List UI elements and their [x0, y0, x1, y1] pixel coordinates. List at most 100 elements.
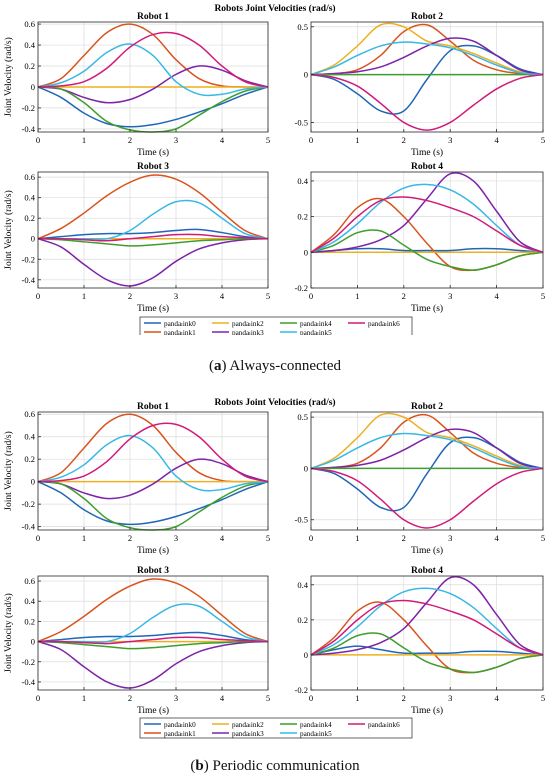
axes-frame — [310, 171, 544, 289]
x-axis-label: Time (s) — [137, 705, 169, 716]
x-tick-label: 3 — [448, 291, 452, 301]
series-line-panda-link6 — [37, 233, 269, 242]
plot-background — [38, 576, 268, 690]
series-line-panda-link3 — [37, 640, 269, 689]
y-tick-label: 0.6 — [24, 576, 35, 586]
y-tick-label: -0.4 — [22, 275, 36, 285]
legend-label-panda-link5: pandaₗink5 — [300, 329, 332, 335]
x-tick-label: 5 — [266, 693, 270, 703]
y-tick-label: -0.4 — [22, 522, 36, 532]
y-tick-label: 0.4 — [297, 580, 308, 590]
y-tick-label: -0.2 — [22, 657, 35, 667]
series-line-panda-link0 — [310, 247, 544, 254]
x-tick-label: 1 — [355, 135, 359, 145]
legend-label-panda-link5: pandaₗink5 — [300, 730, 332, 738]
y-tick-label: 0 — [31, 637, 35, 647]
legend-label-panda-link6: pandaₗink6 — [368, 320, 400, 328]
legend-label-panda-link4: pandaₗink4 — [300, 320, 332, 328]
y-tick-label: 0.2 — [24, 454, 35, 464]
series-line-panda-link0 — [37, 86, 269, 128]
y-tick-label: -0.4 — [22, 124, 36, 134]
caption-b-label: b — [195, 758, 204, 774]
fig-a-suptitle: Robots Joint Velocities (rad/s) — [214, 3, 335, 14]
axes-frame — [310, 575, 544, 691]
axes-frame — [37, 575, 269, 691]
x-tick-label: 4 — [494, 291, 499, 301]
x-axis-label: Time (s) — [411, 147, 443, 158]
x-tick-label: 4 — [494, 693, 499, 703]
subplot-title: Robot 4 — [411, 162, 443, 172]
x-tick-label: 1 — [355, 693, 359, 703]
y-tick-label: 0 — [304, 247, 308, 257]
x-tick-label: 3 — [448, 533, 452, 543]
x-tick-label: 1 — [82, 135, 86, 145]
subplot-title: Robot 2 — [411, 12, 443, 22]
plot-background — [311, 172, 543, 288]
x-tick-label: 0 — [36, 291, 40, 301]
x-axis-label: Time (s) — [137, 545, 169, 556]
series-line-panda-link3 — [37, 237, 269, 287]
x-axis-label: Time (s) — [411, 303, 443, 314]
x-tick-label: 4 — [494, 533, 499, 543]
subplot-title: Robot 1 — [137, 402, 169, 412]
series-line-panda-link5 — [37, 43, 269, 97]
series-line-panda-link5 — [310, 587, 544, 656]
y-tick-label: 0.2 — [24, 213, 35, 223]
fig-b-legend: pandaₗink0 pandaₗink2 pandaₗink4 pandaₗink6… — [139, 717, 413, 739]
y-tick-label: 0.5 — [297, 22, 308, 32]
legend-label-panda-link2: pandaₗink2 — [232, 320, 264, 328]
legend-label-panda-link1: pandaₗink1 — [164, 329, 196, 335]
x-tick-label: 0 — [309, 693, 313, 703]
subplot-title: Robot 1 — [137, 12, 169, 22]
x-tick-label: 4 — [494, 135, 499, 145]
series-line-panda-link4 — [310, 632, 544, 674]
series-line-panda-link5 — [310, 432, 544, 470]
series-line-panda-link0 — [37, 228, 269, 240]
series-line-panda-link2 — [310, 22, 544, 76]
axes-frame — [37, 171, 269, 289]
x-tick-label: 2 — [128, 533, 132, 543]
x-tick-label: 0 — [309, 291, 313, 301]
y-tick-label: -0.5 — [295, 117, 308, 127]
series-line-panda-link4 — [310, 229, 544, 271]
y-tick-label: 0 — [31, 477, 35, 487]
x-tick-label: 4 — [220, 135, 225, 145]
legend-label-panda-link0: pandaₗink0 — [164, 721, 196, 729]
y-tick-label: 0.6 — [24, 19, 35, 29]
axes-frame — [310, 411, 544, 531]
x-tick-label: 2 — [402, 533, 406, 543]
subplot-title: Robot 3 — [137, 566, 169, 576]
plot-background — [311, 22, 543, 132]
series-line-panda-link5 — [37, 434, 269, 492]
x-tick-label: 0 — [36, 135, 40, 145]
fig-a-subplot-1: 0 1 2 3 4 5 -0.4 -0.2 0 0.2 0.4 0.6 Robot 1 Time (s) J… — [3, 12, 270, 158]
series-line-panda-link1 — [37, 174, 269, 240]
x-axis-label: Time (s) — [411, 705, 443, 716]
figure-b-chart: Robots Joint Velocities (rad/s) 0 1 2 3 4 5 -0.… — [3, 397, 546, 739]
x-tick-label: 4 — [220, 533, 225, 543]
x-tick-label: 5 — [541, 693, 545, 703]
y-tick-label: 0 — [304, 463, 308, 473]
y-axis-label: Joint Velocity (rad/s) — [3, 593, 14, 673]
subplot-title: Robot 3 — [137, 162, 169, 172]
figure-a-chart: Robots Joint Velocities (rad/s) 0 1 2 3 4 5 -0.… — [3, 3, 546, 335]
series-line-panda-link6 — [310, 599, 544, 656]
y-tick-label: 0.4 — [24, 596, 35, 606]
y-axis-label: Joint Velocity (rad/s) — [3, 190, 14, 270]
y-tick-label: 0.2 — [24, 616, 35, 626]
y-tick-label: 0.5 — [297, 412, 308, 422]
x-tick-label: 0 — [309, 135, 313, 145]
legend-label-panda-link3: pandaₗink3 — [232, 730, 264, 738]
series-line-panda-link3 — [37, 458, 269, 500]
plot-background — [38, 412, 268, 530]
x-tick-label: 3 — [448, 135, 452, 145]
caption-a: (a) Always-connected — [208, 358, 342, 374]
y-tick-label: -0.2 — [295, 283, 308, 293]
y-tick-label: 0.4 — [297, 176, 308, 186]
series-line-panda-link4 — [37, 237, 269, 247]
x-tick-label: 1 — [82, 533, 86, 543]
